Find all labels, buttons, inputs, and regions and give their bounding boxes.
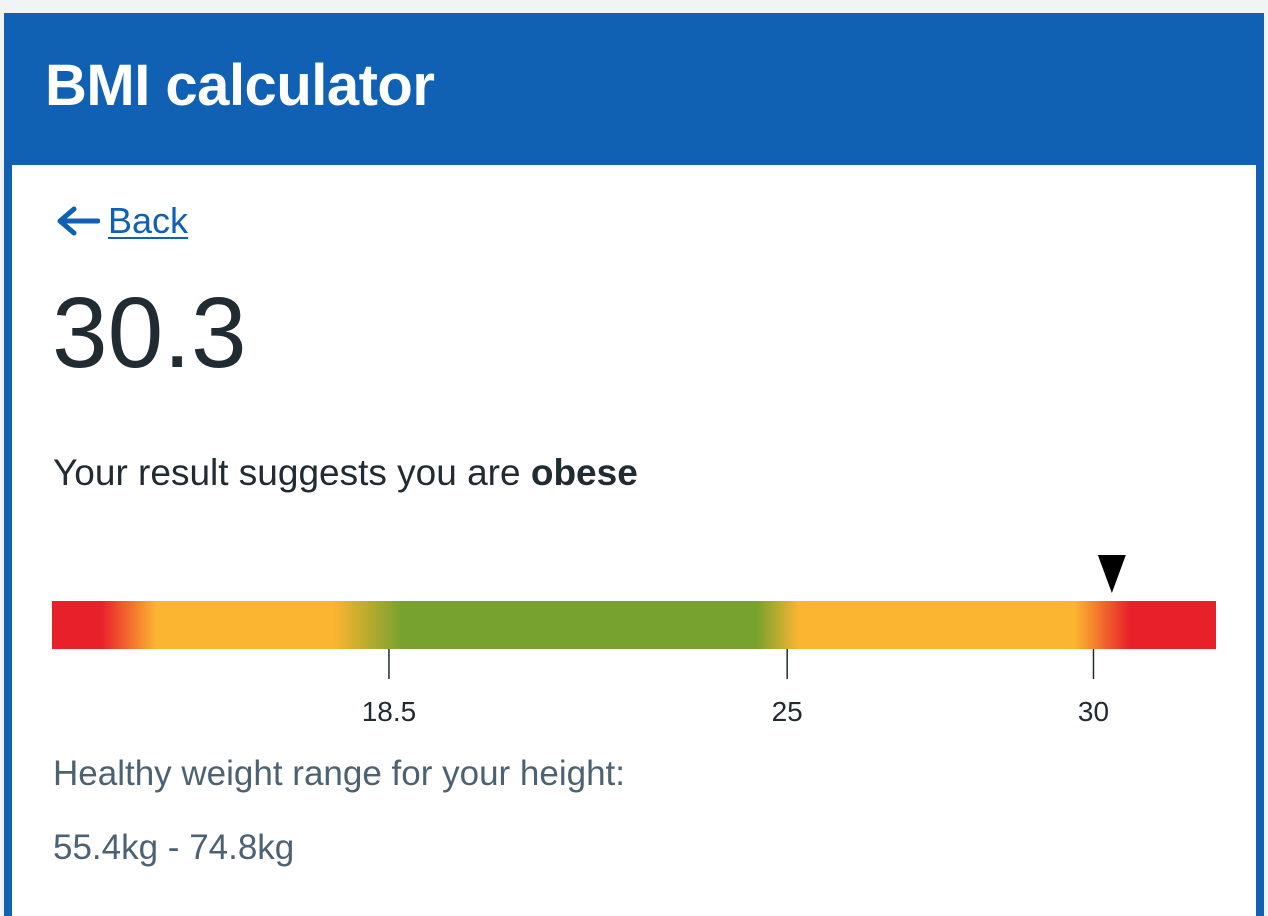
bmi-scale-bar — [52, 601, 1216, 649]
triangle-down-icon — [1097, 555, 1126, 593]
result-category: obese — [530, 452, 638, 493]
healthy-range-value: 55.4kg - 74.8kg — [53, 828, 295, 867]
page-header: BMI calculator — [4, 13, 1264, 165]
back-link-label: Back — [108, 200, 189, 241]
bmi-result-value: 30.3 — [52, 277, 247, 389]
back-link[interactable]: Back — [56, 200, 188, 242]
page-title: BMI calculator — [45, 53, 435, 118]
app-window: BMI calculator Back 30.3 Your result sug… — [4, 13, 1264, 916]
scale-tick-label-2: 30 — [1078, 696, 1109, 727]
healthy-range-label: Healthy weight range for your height: — [53, 754, 625, 793]
bmi-scale-graphic: 18.5 25 30 — [52, 555, 1216, 727]
scale-tick-label-0: 18.5 — [362, 696, 417, 727]
result-prefix: Your result suggests you are — [53, 452, 531, 493]
arrow-left-icon — [56, 205, 101, 237]
bmi-scale: 18.5 25 30 — [52, 543, 1216, 733]
main-content: Back 30.3 Your result suggests you are o… — [12, 165, 1256, 916]
result-summary: Your result suggests you are obese — [53, 451, 638, 495]
scale-tick-label-1: 25 — [772, 696, 803, 727]
